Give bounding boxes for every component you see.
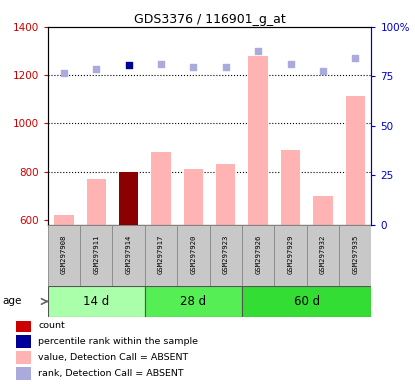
Bar xyxy=(242,225,274,286)
Bar xyxy=(54,215,73,225)
Bar xyxy=(184,169,203,225)
Text: GSM297911: GSM297911 xyxy=(93,235,99,274)
Bar xyxy=(307,225,339,286)
Bar xyxy=(16,319,32,332)
Title: GDS3376 / 116901_g_at: GDS3376 / 116901_g_at xyxy=(134,13,286,26)
Bar xyxy=(48,286,145,317)
Text: GSM297920: GSM297920 xyxy=(190,235,196,274)
Text: 60 d: 60 d xyxy=(294,295,320,308)
Bar xyxy=(210,225,242,286)
Text: count: count xyxy=(38,321,65,330)
Bar xyxy=(48,225,80,286)
Text: GSM297929: GSM297929 xyxy=(288,235,293,274)
Bar xyxy=(242,286,371,317)
Bar xyxy=(80,225,112,286)
Point xyxy=(320,68,326,74)
Bar xyxy=(346,96,365,225)
Text: 14 d: 14 d xyxy=(83,295,110,308)
Point xyxy=(61,70,67,76)
Bar xyxy=(119,172,138,225)
Text: value, Detection Call = ABSENT: value, Detection Call = ABSENT xyxy=(38,353,188,362)
Bar xyxy=(151,152,171,225)
Bar xyxy=(177,225,210,286)
Text: GSM297923: GSM297923 xyxy=(223,235,229,274)
Text: GSM297914: GSM297914 xyxy=(126,235,132,274)
Bar xyxy=(339,225,371,286)
Point xyxy=(222,65,229,71)
Bar xyxy=(281,150,300,225)
Point xyxy=(158,60,164,66)
Bar xyxy=(112,225,145,286)
Text: GSM297926: GSM297926 xyxy=(255,235,261,274)
Bar xyxy=(87,179,106,225)
Bar xyxy=(249,56,268,225)
Bar xyxy=(145,286,242,317)
Point xyxy=(190,64,197,70)
Point xyxy=(352,55,359,61)
Text: GSM297932: GSM297932 xyxy=(320,235,326,274)
Point xyxy=(255,48,261,54)
Point xyxy=(93,66,100,72)
Point xyxy=(287,60,294,66)
Text: GSM297908: GSM297908 xyxy=(61,235,67,274)
Point xyxy=(125,62,132,68)
Text: age: age xyxy=(2,296,22,306)
Bar xyxy=(274,225,307,286)
Bar xyxy=(216,164,235,225)
Bar xyxy=(313,196,332,225)
Bar xyxy=(16,335,32,348)
Text: 28 d: 28 d xyxy=(181,295,206,308)
Text: GSM297917: GSM297917 xyxy=(158,235,164,274)
Text: percentile rank within the sample: percentile rank within the sample xyxy=(38,337,198,346)
Bar xyxy=(145,225,177,286)
Text: GSM297935: GSM297935 xyxy=(352,235,358,274)
Bar xyxy=(16,367,32,379)
Text: rank, Detection Call = ABSENT: rank, Detection Call = ABSENT xyxy=(38,369,184,378)
Bar xyxy=(16,351,32,364)
